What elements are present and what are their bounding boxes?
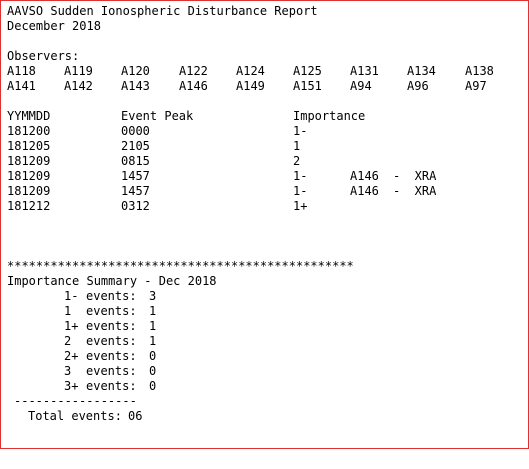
summary-label: events: (86, 304, 137, 318)
summary-dashes: ----------------- (7, 394, 354, 409)
summary-count: 0 (149, 364, 157, 378)
summary-count: 3 (149, 289, 157, 303)
summary-row: 1 events: 1 (7, 304, 354, 319)
observer-code: A142 (64, 79, 93, 93)
summary-separator: ****************************************… (7, 259, 354, 273)
observers-row-1: A118 A119 A120 A122 A124 A125 A131 A134 … (7, 64, 494, 79)
event-date: 181209 (7, 184, 51, 198)
summary-row: 3 events: 0 (7, 364, 354, 379)
summary-row: 2+ events: 0 (7, 349, 354, 364)
observer-code: A141 (7, 79, 36, 93)
events-header: YYMMDD Event Peak Importance (7, 109, 365, 124)
event-peak: 2105 (121, 139, 150, 153)
column-header-date: YYMMDD (7, 109, 51, 123)
summary-level: 1+ (64, 319, 79, 333)
summary-level: 1 (64, 304, 79, 318)
observer-code: A97 (465, 79, 487, 93)
report-frame: AAVSO Sudden Ionospheric Disturbance Rep… (0, 0, 529, 449)
total-value: 06 (128, 409, 143, 423)
observer-code: A131 (350, 64, 379, 78)
observer-code: A96 (407, 79, 429, 93)
summary-level: 2 (64, 334, 79, 348)
event-observer: A146 (350, 169, 379, 183)
observer-code: A143 (121, 79, 150, 93)
event-date: 181200 (7, 124, 51, 138)
summary-label: events: (86, 364, 137, 378)
summary-count: 1 (149, 319, 157, 333)
summary-row: 1- events: 3 (7, 289, 354, 304)
event-date: 181209 (7, 154, 51, 168)
dash-rule: ----------------- (14, 394, 137, 408)
report-text: AAVSO Sudden Ionospheric Disturbance Rep… (7, 4, 494, 424)
event-note: - XRA (393, 169, 437, 183)
event-date: 181205 (7, 139, 51, 153)
summary-count: 0 (149, 349, 157, 363)
summary-label: events: (86, 379, 137, 393)
summary-title: Importance Summary - Dec 2018 (7, 274, 217, 288)
summary-count: 0 (149, 379, 157, 393)
observer-code: A94 (350, 79, 372, 93)
event-row: 181205 2105 1 (7, 139, 354, 154)
observer-code: A124 (236, 64, 265, 78)
observer-code: A134 (407, 64, 436, 78)
event-date: 181212 (7, 199, 51, 213)
summary-total: Total events: 06 (7, 409, 354, 424)
event-importance: 1- (293, 169, 308, 183)
summary-label: events: (86, 319, 137, 333)
blank-line (7, 34, 354, 49)
summary-level: 1- (64, 289, 79, 303)
event-peak: 0000 (121, 124, 150, 138)
summary-label: events: (86, 349, 137, 363)
blank-line (7, 214, 354, 229)
event-observer: A146 (350, 184, 379, 198)
event-peak: 0312 (121, 199, 150, 213)
summary-label: events: (86, 334, 137, 348)
summary-label: events: (86, 289, 137, 303)
summary-row: 1+ events: 1 (7, 319, 354, 334)
summary-count: 1 (149, 304, 157, 318)
observer-code: A146 (179, 79, 208, 93)
event-date: 181209 (7, 169, 51, 183)
event-row: 181209 1457 1- A146 - XRA (7, 169, 436, 184)
observer-code: A120 (121, 64, 150, 78)
report-title: AAVSO Sudden Ionospheric Disturbance Rep… (7, 4, 318, 18)
event-row: 181209 1457 1- A146 - XRA (7, 184, 436, 199)
summary-level: 3+ (64, 379, 79, 393)
column-header-peak: Event Peak (121, 109, 194, 123)
observer-code: A125 (293, 64, 322, 78)
blank-line (7, 94, 354, 109)
observers-row-2: A141 A142 A143 A146 A149 A151 A94 A96 A9… (7, 79, 487, 94)
observer-code: A138 (465, 64, 494, 78)
event-row: 181200 0000 1- (7, 124, 354, 139)
event-row: 181209 0815 2 (7, 154, 354, 169)
event-peak: 0815 (121, 154, 150, 168)
observers-label: Observers: (7, 49, 80, 63)
blank-line (7, 244, 354, 259)
event-importance: 2 (293, 154, 301, 168)
event-peak: 1457 (121, 169, 150, 183)
event-note: - XRA (393, 184, 437, 198)
event-importance: 1+ (293, 199, 308, 213)
observer-code: A151 (293, 79, 322, 93)
summary-row: 2 events: 1 (7, 334, 354, 349)
observer-code: A122 (179, 64, 208, 78)
event-row: 181212 0312 1+ (7, 199, 354, 214)
event-importance: 1- (293, 184, 308, 198)
total-label: Total events: (28, 409, 122, 423)
blank-line (7, 229, 354, 244)
event-importance: 1 (293, 139, 301, 153)
summary-level: 2+ (64, 349, 79, 363)
event-importance: 1- (293, 124, 308, 138)
column-header-importance: Importance (293, 109, 366, 123)
observer-code: A118 (7, 64, 36, 78)
observer-code: A149 (236, 79, 265, 93)
event-peak: 1457 (121, 184, 150, 198)
summary-row: 3+ events: 0 (7, 379, 354, 394)
observer-code: A119 (64, 64, 93, 78)
summary-level: 3 (64, 364, 79, 378)
summary-count: 1 (149, 334, 157, 348)
report-period: December 2018 (7, 19, 101, 33)
